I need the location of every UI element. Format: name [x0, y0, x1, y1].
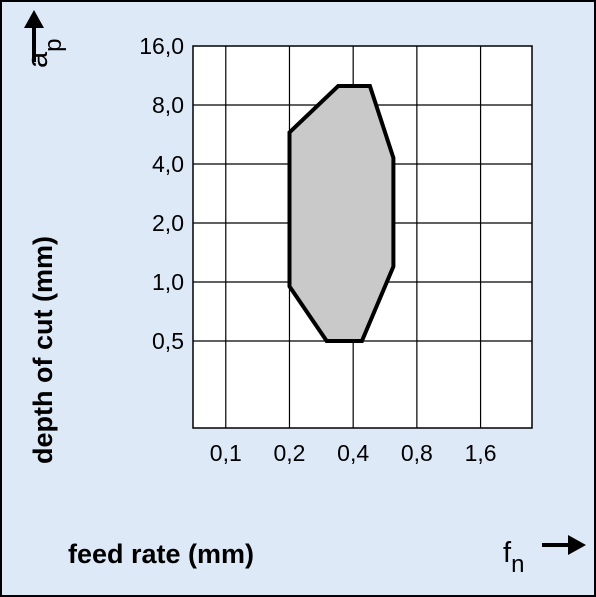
x-tick-label: 0,2 — [273, 440, 305, 466]
y-symbol-subscript: p — [40, 39, 67, 52]
y-tick-label: 1,0 — [152, 269, 184, 295]
x-symbol: f — [503, 537, 512, 569]
y-axis-symbol: ap — [22, 10, 67, 68]
x-tick-label: 0,4 — [337, 440, 369, 466]
svg-text:fn: fn — [503, 537, 524, 578]
plot-frame — [192, 45, 533, 429]
svg-text:ap: ap — [22, 39, 67, 69]
y-tick-label: 8,0 — [152, 92, 184, 118]
y-tick-labels: 0,5 1,0 2,0 4,0 8,0 16,0 — [139, 33, 184, 354]
y-tick-label: 2,0 — [152, 210, 184, 236]
x-axis-label: feed rate (mm) — [68, 539, 254, 569]
y-tick-label: 16,0 — [139, 33, 184, 59]
y-tick-label: 4,0 — [152, 151, 184, 177]
x-tick-label: 0,8 — [401, 440, 433, 466]
up-arrow-icon — [24, 10, 44, 62]
x-symbol-subscript: n — [511, 551, 524, 578]
y-axis-label: depth of cut (mm) — [28, 236, 58, 464]
y-symbol: a — [22, 51, 54, 68]
x-axis-symbol: fn — [503, 535, 586, 578]
x-tick-label: 1,6 — [465, 440, 497, 466]
operating-region — [287, 84, 396, 343]
x-tick-labels: 0,1 0,2 0,4 0,8 1,6 — [210, 440, 497, 466]
y-tick-label: 0,5 — [152, 328, 184, 354]
x-tick-label: 0,1 — [210, 440, 242, 466]
right-arrow-icon — [542, 535, 586, 555]
